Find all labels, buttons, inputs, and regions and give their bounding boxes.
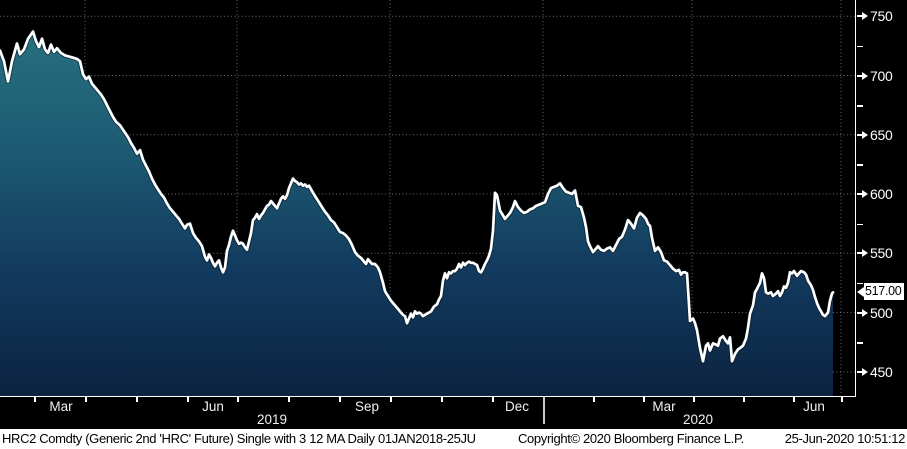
y-tick-value: 750 [870, 8, 893, 25]
y-axis-label-700: 700 [857, 67, 893, 84]
x-tick [288, 397, 290, 402]
y-tick-arrow-icon [862, 130, 868, 139]
y-minor-tick [857, 223, 863, 226]
y-axis: 517.00 750 700 650 600 550 500 450 [857, 0, 907, 397]
y-axis-label-650: 650 [857, 126, 893, 143]
y-tick-arrow-icon [862, 367, 868, 376]
x-axis-month-label: Sep [354, 399, 380, 414]
x-tick [593, 397, 595, 402]
y-tick-line [857, 370, 862, 373]
y-minor-tick [857, 105, 863, 107]
chart-description: HRC2 Comdty (Generic 2nd 'HRC' Future) S… [2, 431, 476, 446]
y-minor-tick [857, 164, 863, 166]
x-axis-month-label: Jun [803, 399, 825, 414]
x-axis-year-label: 2020 [682, 412, 714, 427]
y-tick-line [857, 193, 862, 196]
x-tick [85, 397, 87, 402]
last-price-value: 517.00 [864, 283, 905, 301]
y-axis-label-550: 550 [857, 245, 893, 262]
x-axis-month-label: Dec [504, 399, 530, 414]
x-tick [441, 397, 443, 402]
timestamp: 25-Jun-2020 10:51:12 [784, 431, 906, 446]
year-divider-line [543, 397, 545, 424]
y-tick-line [857, 133, 862, 136]
price-chart-plot[interactable] [0, 0, 856, 397]
y-tick-value: 700 [870, 67, 893, 84]
x-axis-month-label: Jun [202, 399, 224, 414]
price-area-fill [0, 31, 833, 396]
y-tick-value: 450 [870, 363, 893, 380]
y-tick-arrow-icon [862, 12, 868, 21]
y-minor-tick [857, 282, 863, 285]
y-tick-arrow-icon [862, 71, 868, 80]
copyright-text: Copyright© 2020 Bloomberg Finance L.P. [518, 431, 744, 446]
price-tag-arrow-icon [857, 286, 864, 297]
x-tick [841, 397, 843, 402]
x-tick [136, 397, 138, 402]
y-tick-line [857, 74, 862, 77]
x-tick [34, 397, 36, 402]
y-tick-arrow-icon [862, 190, 868, 199]
x-tick [339, 397, 341, 402]
price-line [0, 30, 835, 363]
y-tick-line [857, 252, 862, 255]
x-tick [492, 397, 494, 402]
x-tick [743, 397, 745, 402]
x-tick [187, 397, 189, 402]
x-tick [643, 397, 645, 402]
x-tick [793, 397, 795, 402]
y-axis-label-450: 450 [857, 363, 893, 380]
status-bar: HRC2 Comdty (Generic 2nd 'HRC' Future) S… [0, 429, 907, 449]
y-tick-arrow-icon [862, 249, 868, 258]
y-tick-value: 550 [870, 245, 893, 262]
x-axis-month-label: Mar [652, 399, 676, 414]
y-tick-value: 650 [870, 126, 893, 143]
x-axis-year-label: 2019 [256, 412, 288, 427]
y-tick-value: 500 [870, 304, 893, 321]
last-price-tag: 517.00 [857, 283, 905, 301]
x-axis: Mar Jun Sep Dec Mar Jun 2019 2020 [0, 397, 907, 429]
x-tick [237, 397, 239, 402]
y-minor-tick [857, 342, 863, 344]
y-tick-line [857, 311, 862, 314]
price-area-chart [0, 0, 855, 396]
y-axis-label-750: 750 [857, 8, 893, 25]
x-tick [693, 397, 695, 402]
y-axis-label-600: 600 [857, 186, 893, 203]
y-tick-arrow-icon [862, 308, 868, 317]
y-minor-tick [857, 45, 863, 48]
y-tick-line [857, 15, 862, 18]
x-axis-month-label: Mar [49, 399, 73, 414]
y-axis-label-500: 500 [857, 304, 893, 321]
y-tick-value: 600 [870, 186, 893, 203]
x-tick [390, 397, 392, 402]
